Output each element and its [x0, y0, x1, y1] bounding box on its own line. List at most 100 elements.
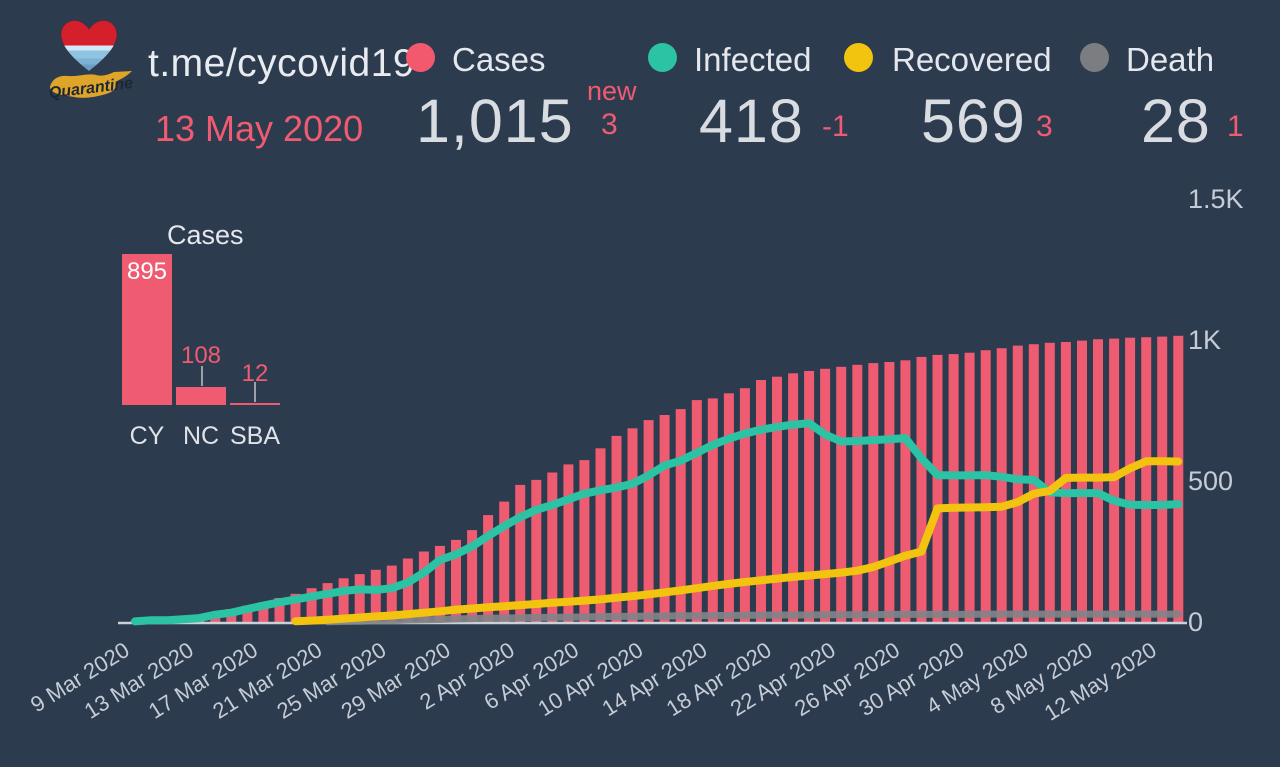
infected-legend-dot	[648, 43, 677, 72]
cases-bar	[386, 565, 397, 622]
recovered-line	[291, 457, 1183, 626]
cases-bar	[242, 605, 253, 622]
infected-line	[131, 419, 1183, 626]
death-legend-dot	[1080, 43, 1109, 72]
cases-bar	[1157, 336, 1168, 622]
quarantine-logo: Quarantine	[48, 19, 134, 102]
cases-bar	[499, 501, 510, 622]
cases-bar	[515, 484, 526, 622]
cases-bar	[531, 479, 542, 622]
lines-group	[131, 419, 1183, 626]
recovered-delta: 3	[1036, 110, 1053, 143]
heart-mask	[61, 45, 117, 71]
cases-bar	[1173, 335, 1184, 622]
mini-bar-value: 108	[180, 342, 222, 369]
heart-icon	[60, 19, 118, 72]
cases-bar	[338, 578, 349, 622]
cases-bar	[900, 360, 911, 622]
death-label: Death	[1126, 41, 1215, 78]
cases-bar	[370, 569, 381, 622]
mini-chart-title: Cases	[167, 220, 244, 250]
cases-bar	[354, 574, 365, 622]
y-tick-label: 500	[1188, 466, 1233, 496]
y-tick-label: 1.5K	[1188, 184, 1244, 214]
mini-bar-SBA	[230, 402, 280, 405]
cases-bar	[643, 420, 654, 622]
cases-bar	[1141, 337, 1152, 622]
cases-bar	[884, 362, 895, 622]
cases-bar	[996, 348, 1007, 622]
cases-bar	[258, 602, 269, 622]
recovered-value: 569	[921, 87, 1026, 155]
cases-bar	[322, 583, 333, 622]
cases-bar	[579, 460, 590, 622]
cases-bar	[868, 363, 879, 622]
cases-bar	[756, 380, 766, 622]
cases-bar	[964, 352, 975, 622]
cases-new-label: new	[587, 76, 637, 106]
report-date: 13 May 2020	[155, 108, 364, 149]
cases-bar	[434, 545, 445, 622]
cases-bar	[820, 368, 831, 622]
mini-bar-category: SBA	[230, 422, 281, 450]
cases-bar	[418, 551, 429, 622]
cases-bar	[1044, 342, 1055, 622]
mini-bar-leader-line	[254, 382, 256, 402]
infected-value: 418	[699, 87, 804, 155]
cases-bar	[467, 530, 478, 622]
cases-bar	[707, 398, 718, 622]
mini-bar-CY	[122, 254, 172, 405]
cases-bar	[1125, 337, 1136, 622]
cases-bar	[772, 376, 782, 622]
mini-bar-value: 895	[126, 258, 168, 285]
cases-bar	[402, 558, 413, 622]
cases-bar	[836, 366, 847, 622]
cases-legend-dot	[406, 43, 435, 72]
infected-label: Infected	[694, 41, 812, 78]
mini-cases-bar-chart: Cases 895 CY 108 NC 12 SBA	[118, 218, 328, 458]
cases-bar	[611, 435, 622, 622]
cases-bar	[675, 409, 686, 622]
death-value: 28	[1141, 87, 1211, 155]
cases-bar	[290, 593, 301, 622]
cases-bar	[595, 448, 606, 622]
infected-delta: -1	[822, 110, 849, 143]
mini-bar-NC	[176, 386, 226, 405]
cases-bar	[932, 354, 943, 622]
cyprus-island-icon	[50, 71, 132, 98]
death-delta: 1	[1227, 110, 1244, 143]
cases-bar	[659, 415, 670, 622]
cases-bar	[451, 539, 461, 622]
cases-bar	[563, 464, 574, 622]
site-link[interactable]: t.me/cycovid19	[148, 42, 416, 85]
mini-bar-category: NC	[182, 422, 220, 450]
cases-bar	[1012, 345, 1023, 622]
cases-value: 1,015	[416, 87, 574, 155]
cases-delta: 3	[601, 108, 618, 141]
recovered-legend-dot	[844, 43, 873, 72]
y-tick-label: 0	[1188, 607, 1203, 637]
cases-bar	[788, 373, 799, 622]
cases-bar	[306, 588, 317, 622]
cases-bar	[980, 350, 991, 622]
cases-label: Cases	[452, 41, 546, 78]
cases-bar	[723, 393, 734, 622]
recovered-label: Recovered	[892, 41, 1052, 78]
y-tick-label: 1K	[1188, 325, 1221, 355]
cases-bar	[547, 472, 558, 622]
mini-bar-leader-line	[201, 366, 203, 386]
cases-bar	[739, 388, 750, 622]
cases-bar	[804, 371, 815, 622]
cases-bar	[627, 428, 638, 622]
mini-bar-category: CY	[129, 422, 165, 450]
cases-bar	[691, 400, 702, 622]
death-line	[324, 610, 1182, 626]
cases-bar	[852, 364, 863, 622]
cases-bar	[916, 356, 927, 622]
mini-bar-value: 12	[241, 360, 269, 387]
cases-bar	[274, 598, 285, 622]
cases-bar	[483, 515, 494, 622]
cases-bar	[948, 354, 959, 622]
